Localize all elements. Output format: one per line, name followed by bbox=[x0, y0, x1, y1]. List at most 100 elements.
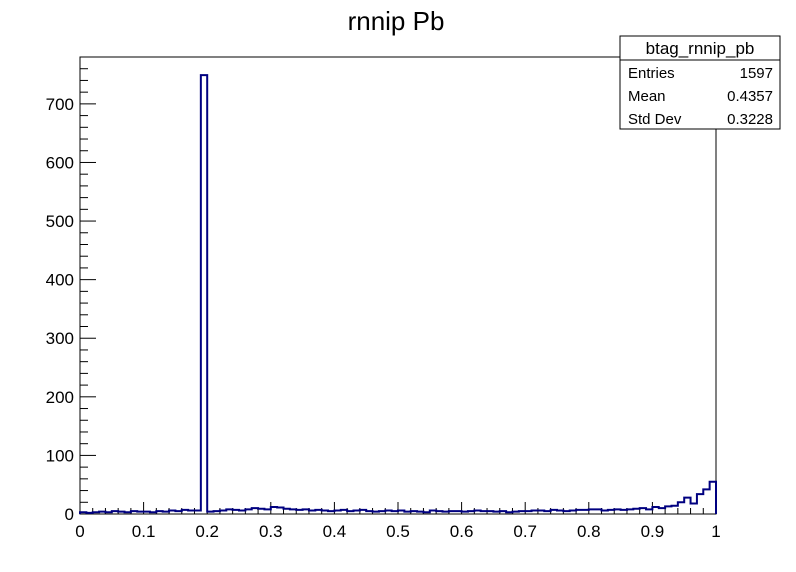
histogram-bin bbox=[703, 489, 709, 514]
histogram-bin bbox=[322, 510, 328, 514]
histogram-bin bbox=[519, 511, 525, 514]
y-tick-label: 500 bbox=[46, 212, 74, 231]
x-tick-label: 0.5 bbox=[386, 522, 410, 541]
histogram-bin bbox=[430, 510, 436, 514]
histogram-bin bbox=[201, 75, 207, 514]
histogram-bin bbox=[207, 512, 213, 514]
histogram-bin bbox=[633, 509, 639, 514]
histogram-bin bbox=[576, 510, 582, 514]
histogram-bin bbox=[303, 509, 309, 514]
stats-box-frame bbox=[619, 35, 781, 130]
histogram-bin bbox=[245, 509, 251, 514]
stats-stddev-label: Std Dev bbox=[628, 111, 682, 128]
y-tick-label: 600 bbox=[46, 153, 74, 172]
histogram-bin bbox=[226, 509, 232, 514]
x-axis: 0 0.1 0.2 0.3 0.4 0.5 0.6 0.7 0.8 0.9 1 bbox=[75, 502, 721, 541]
histogram-bin bbox=[341, 510, 347, 514]
histogram-bin bbox=[570, 510, 576, 514]
x-tick-label: 0.1 bbox=[132, 522, 156, 541]
histogram-bin bbox=[506, 512, 512, 514]
histogram-bin bbox=[220, 510, 226, 514]
histogram-bin bbox=[589, 509, 595, 514]
histogram-bin bbox=[449, 511, 455, 514]
histogram-bin bbox=[315, 510, 321, 514]
stats-box: btag_rnnip_pb Entries 1597 Mean 0.4357 S… bbox=[619, 35, 781, 130]
histogram-bin bbox=[659, 508, 665, 514]
histogram-bin bbox=[150, 512, 156, 514]
histogram-bin bbox=[264, 509, 270, 514]
histogram-bin bbox=[608, 510, 614, 514]
histogram-bin bbox=[665, 506, 671, 514]
histogram-bin bbox=[125, 512, 131, 514]
histogram-bin bbox=[277, 508, 283, 514]
x-tick-label: 0.8 bbox=[577, 522, 601, 541]
histogram-bin bbox=[392, 511, 398, 514]
histogram-bin bbox=[678, 502, 684, 514]
x-tick-label: 0.3 bbox=[259, 522, 283, 541]
histogram-bin bbox=[474, 510, 480, 514]
histogram-bin bbox=[188, 510, 194, 514]
histogram-bin bbox=[131, 511, 137, 514]
histogram-bin bbox=[360, 510, 366, 514]
histogram-bin bbox=[417, 512, 423, 514]
histogram-bin bbox=[398, 510, 404, 514]
stats-mean-value: 0.4357 bbox=[727, 88, 773, 105]
histogram-bin bbox=[271, 507, 277, 514]
histogram-bin bbox=[105, 512, 111, 514]
histogram-bin bbox=[328, 511, 334, 514]
histogram-bin bbox=[366, 511, 372, 514]
histogram-bin bbox=[423, 512, 429, 514]
histogram-bin bbox=[163, 512, 169, 514]
x-tick-label: 0.4 bbox=[323, 522, 347, 541]
stats-name: btag_rnnip_pb bbox=[646, 39, 755, 58]
histogram-bin bbox=[252, 508, 258, 514]
histogram-bin bbox=[182, 510, 188, 514]
histogram-bin bbox=[557, 510, 563, 514]
histogram-bin bbox=[385, 510, 391, 514]
histogram-bin bbox=[455, 511, 461, 514]
histogram-bin bbox=[697, 494, 703, 514]
histogram-bin bbox=[239, 510, 245, 514]
histogram-bin bbox=[487, 511, 493, 514]
histogram-bin bbox=[144, 512, 150, 514]
histogram-bin bbox=[602, 510, 608, 514]
histogram-bin bbox=[112, 511, 118, 514]
x-tick-label: 1 bbox=[711, 522, 720, 541]
histogram-bin bbox=[379, 511, 385, 514]
histogram-bin bbox=[258, 509, 264, 514]
x-tick-label: 0.9 bbox=[641, 522, 665, 541]
histogram-bin bbox=[684, 498, 690, 514]
y-tick-label: 700 bbox=[46, 95, 74, 114]
x-tick-label: 0.7 bbox=[513, 522, 537, 541]
histogram-bin bbox=[582, 510, 588, 514]
histogram-bin bbox=[640, 508, 646, 514]
histogram-bin bbox=[334, 510, 340, 514]
histogram-series bbox=[79, 74, 717, 514]
x-tick-label: 0 bbox=[75, 522, 84, 541]
histogram-bin bbox=[481, 511, 487, 514]
histogram-bin bbox=[652, 507, 658, 514]
histogram-bin bbox=[551, 510, 557, 514]
histogram-bin bbox=[443, 512, 449, 514]
histogram-bin bbox=[646, 509, 652, 514]
histogram-bin bbox=[468, 511, 474, 514]
histogram-bin bbox=[347, 511, 353, 514]
histogram-bin bbox=[544, 511, 550, 514]
y-axis: 0 100 200 300 400 500 600 700 bbox=[46, 56, 96, 524]
histogram-bin bbox=[627, 509, 633, 514]
histogram-bin bbox=[614, 509, 620, 514]
histogram-bin bbox=[512, 512, 518, 514]
histogram-bin bbox=[671, 506, 677, 514]
histogram-bin bbox=[532, 510, 538, 514]
histogram-bin bbox=[137, 512, 143, 514]
stats-stddev-value: 0.3228 bbox=[727, 111, 773, 128]
histogram-bin bbox=[436, 511, 442, 514]
histogram-bin bbox=[118, 512, 124, 514]
y-tick-label: 100 bbox=[46, 446, 74, 465]
histogram-bin bbox=[309, 510, 315, 514]
stats-mean-label: Mean bbox=[628, 88, 666, 105]
histogram-bin bbox=[80, 512, 86, 514]
histogram-bin bbox=[621, 510, 627, 514]
histogram-bin bbox=[500, 511, 506, 514]
